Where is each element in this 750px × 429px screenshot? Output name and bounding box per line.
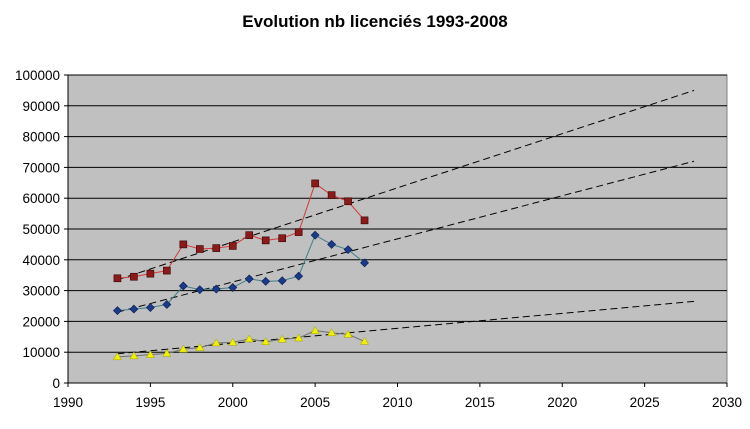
data-point: [228, 283, 238, 292]
data-point: [146, 269, 155, 278]
data-point: [113, 306, 122, 316]
data-point: [327, 239, 337, 249]
data-point: [163, 266, 171, 275]
data-point: [129, 351, 139, 360]
y-tick-label: 10000: [22, 345, 60, 360]
data-point: [162, 300, 172, 309]
data-point: [228, 242, 237, 250]
y-tick-label: 60000: [22, 191, 60, 206]
y-tick-label: 90000: [22, 99, 60, 114]
data-point: [112, 352, 122, 361]
data-point: [327, 328, 337, 337]
data-point: [211, 284, 221, 294]
y-tick-label: 50000: [22, 222, 60, 237]
data-point: [145, 350, 155, 358]
x-tick-label: 2025: [630, 395, 660, 410]
series-line-1: [117, 234, 365, 312]
data-point: [195, 343, 205, 351]
data-point: [178, 281, 188, 291]
data-point: [310, 230, 320, 240]
data-point: [277, 334, 287, 343]
y-tick-label: 20000: [22, 314, 60, 329]
y-tick-label: 100000: [15, 68, 60, 83]
data-point: [261, 276, 271, 286]
y-tick-label: 80000: [22, 130, 60, 145]
chart-title: Evolution nb licenciés 1993-2008: [242, 12, 508, 31]
y-tick-label: 70000: [22, 160, 60, 175]
data-point: [343, 329, 353, 338]
data-point: [310, 326, 320, 334]
data-point: [162, 348, 172, 357]
x-tick-label: 2005: [300, 395, 330, 410]
data-point: [360, 258, 369, 268]
y-tick-label: 40000: [22, 253, 60, 268]
data-point: [278, 234, 286, 243]
trend-line-1: [117, 160, 695, 313]
data-point: [344, 197, 352, 206]
data-point: [228, 337, 238, 346]
x-tick-label: 2010: [382, 395, 412, 410]
data-point: [195, 285, 205, 295]
data-point: [178, 344, 188, 353]
trend-line-2: [117, 300, 695, 355]
y-tick-label: 30000: [22, 284, 60, 299]
y-tick-label: 0: [52, 376, 60, 391]
series-line-2: [117, 330, 365, 358]
x-tick-label: 2030: [712, 395, 742, 410]
data-point: [261, 236, 270, 245]
data-point: [212, 244, 221, 252]
data-point: [245, 231, 254, 239]
data-point: [145, 303, 155, 312]
series-line-0: [117, 182, 365, 279]
x-tick-label: 1995: [135, 395, 165, 410]
x-tick-label: 1990: [53, 395, 83, 410]
data-point: [129, 304, 139, 314]
data-point: [311, 179, 319, 188]
data-point: [196, 245, 204, 253]
x-tick-label: 2000: [218, 395, 248, 410]
data-point: [211, 338, 221, 347]
data-point: [327, 191, 336, 199]
data-point: [179, 240, 188, 249]
data-point: [113, 274, 122, 283]
data-point: [244, 274, 254, 284]
data-point: [261, 337, 271, 345]
data-point: [343, 245, 353, 255]
data-point: [244, 334, 254, 343]
data-point: [277, 276, 287, 286]
data-point: [294, 271, 304, 281]
data-point: [130, 272, 138, 281]
data-point: [294, 333, 304, 342]
x-tick-label: 2020: [547, 395, 577, 410]
data-point: [360, 336, 369, 345]
x-tick-label: 2015: [465, 395, 495, 410]
data-point: [360, 216, 369, 225]
data-point: [294, 228, 303, 236]
